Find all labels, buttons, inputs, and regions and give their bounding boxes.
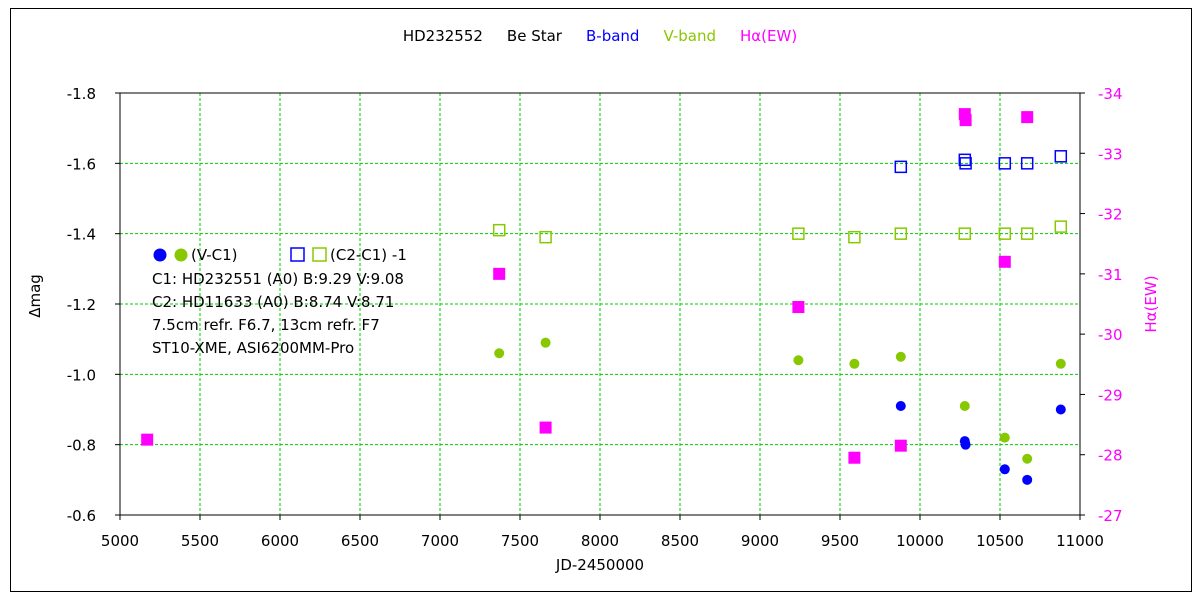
data-point-open-square	[894, 160, 908, 174]
annotation-cameras: ST10-XME, ASI6200MM-Pro	[152, 339, 354, 357]
x-tick-label: 5500	[181, 532, 219, 550]
data-point-circle	[999, 464, 1010, 475]
x-axis: 5000 5500 6000 6500 7000 7500 8000 8500 9000 9500…	[101, 515, 1104, 550]
x-axis-label: JD-2450000	[555, 556, 644, 574]
y-tick-label: -1.0	[67, 366, 96, 384]
x-tick-label: 7000	[421, 532, 459, 550]
legend: (V-C1) (C2-C1) -1 C1: HD232551 (A0) B:9.…	[152, 246, 407, 357]
x-tick-label: 7500	[501, 532, 539, 550]
y2-tick-label: -34	[1098, 85, 1123, 103]
data-point-filled-square	[539, 421, 552, 434]
legend-c2c1-label: (C2-C1) -1	[330, 246, 407, 264]
data-point-filled-square	[848, 451, 861, 464]
legend-b-circle-marker	[153, 248, 167, 262]
data-point-circle	[540, 337, 551, 348]
legend-vc1-label: (V-C1)	[191, 246, 238, 264]
x-tick-label: 10500	[976, 532, 1024, 550]
x-tick-label: 8000	[581, 532, 619, 550]
data-point-open-square	[1054, 220, 1068, 233]
data-point-circle	[793, 355, 804, 366]
data-point-filled-square	[792, 301, 805, 314]
data-point-open-square	[998, 227, 1012, 240]
y-tick-label: -1.2	[67, 296, 96, 314]
title-part: B-band	[586, 27, 639, 45]
chart-title: HD232552 Be Star B-band V-band Hα(EW)	[403, 27, 797, 45]
y2-tick-label: -32	[1098, 206, 1123, 224]
data-point-circle	[895, 400, 906, 411]
data-point-circle	[959, 400, 970, 411]
data-point-filled-square	[1021, 111, 1034, 124]
title-part: V-band	[663, 27, 716, 45]
legend-b-square-marker	[290, 247, 305, 262]
data-point-filled-square	[894, 439, 907, 452]
y-axis-label: Δmag	[26, 274, 44, 318]
title-part: HD232552	[403, 27, 483, 45]
data-point-open-square	[958, 153, 972, 167]
title-part: Be Star	[507, 27, 563, 45]
data-point-open-square	[1020, 157, 1034, 170]
y2-tick-label: -27	[1098, 507, 1123, 525]
y2-tick-label: -29	[1098, 386, 1123, 404]
y-tick-label: -0.6	[67, 507, 96, 525]
data-point-open-square	[848, 230, 861, 244]
data-point-circle	[960, 439, 971, 450]
data-point-open-square	[1020, 227, 1034, 240]
chart-frame	[10, 8, 1192, 592]
data-point-circle	[494, 348, 505, 359]
data-point-open-square	[959, 157, 972, 170]
y2-tick-label: -31	[1098, 266, 1123, 284]
x-tick-label: 9500	[821, 532, 859, 550]
x-tick-label: 10000	[896, 532, 944, 550]
data-point-filled-square	[141, 433, 154, 446]
x-tick-label: 5000	[101, 532, 139, 550]
data-point-circle	[1022, 474, 1033, 485]
data-point-open-square	[792, 227, 805, 240]
legend-v-circle-marker	[174, 248, 188, 262]
annotation-c1: C1: HD232551 (A0) B:9.29 V:9.08	[152, 270, 404, 288]
data-point-circle	[849, 358, 860, 369]
y-tick-label: -1.8	[67, 85, 96, 103]
data-point-circle	[1022, 453, 1033, 464]
data-point-filled-square	[998, 255, 1011, 268]
data-point-circle	[1055, 358, 1066, 369]
data-point-open-square	[894, 227, 908, 240]
y2-tick-label: -30	[1098, 326, 1123, 344]
annotation-c2: C2: HD11633 (A0) B:8.74 V:8.71	[152, 293, 394, 311]
data-point-circle	[895, 351, 906, 362]
title-part: Hα(EW)	[740, 27, 797, 45]
data-point-circle	[999, 432, 1010, 443]
y-axis-left: -1.8 -1.6 -1.4 -1.2 -1.0 -0.8 -0.6	[67, 85, 120, 525]
data-point-open-square	[1054, 150, 1068, 163]
y2-axis-label: Hα(EW)	[1142, 275, 1160, 332]
x-tick-label: 8500	[661, 532, 699, 550]
data-point-open-square	[539, 230, 552, 244]
data-point-open-square	[958, 227, 972, 240]
y-axis-right: -34 -33 -32 -31 -30 -29 -28 -27	[1080, 85, 1123, 525]
x-tick-label: 6000	[261, 532, 299, 550]
x-tick-label: 11000	[1056, 532, 1104, 550]
y2-tick-label: -33	[1098, 145, 1123, 163]
data-marks	[141, 108, 1068, 485]
y-tick-label: -1.6	[67, 155, 96, 173]
grid	[120, 93, 1080, 515]
annotation-telescopes: 7.5cm refr. F6.7, 13cm refr. F7	[152, 316, 380, 334]
data-point-open-square	[998, 157, 1012, 170]
y-tick-label: -1.4	[67, 226, 96, 244]
legend-v-square-marker	[312, 247, 327, 262]
y2-tick-label: -28	[1098, 447, 1123, 465]
data-point-filled-square	[959, 114, 972, 127]
y-tick-label: -0.8	[67, 437, 96, 455]
x-tick-label: 9000	[741, 532, 779, 550]
x-tick-label: 6500	[341, 532, 379, 550]
data-point-filled-square	[493, 267, 506, 280]
data-point-circle	[1055, 404, 1066, 415]
data-point-open-square	[492, 223, 506, 237]
